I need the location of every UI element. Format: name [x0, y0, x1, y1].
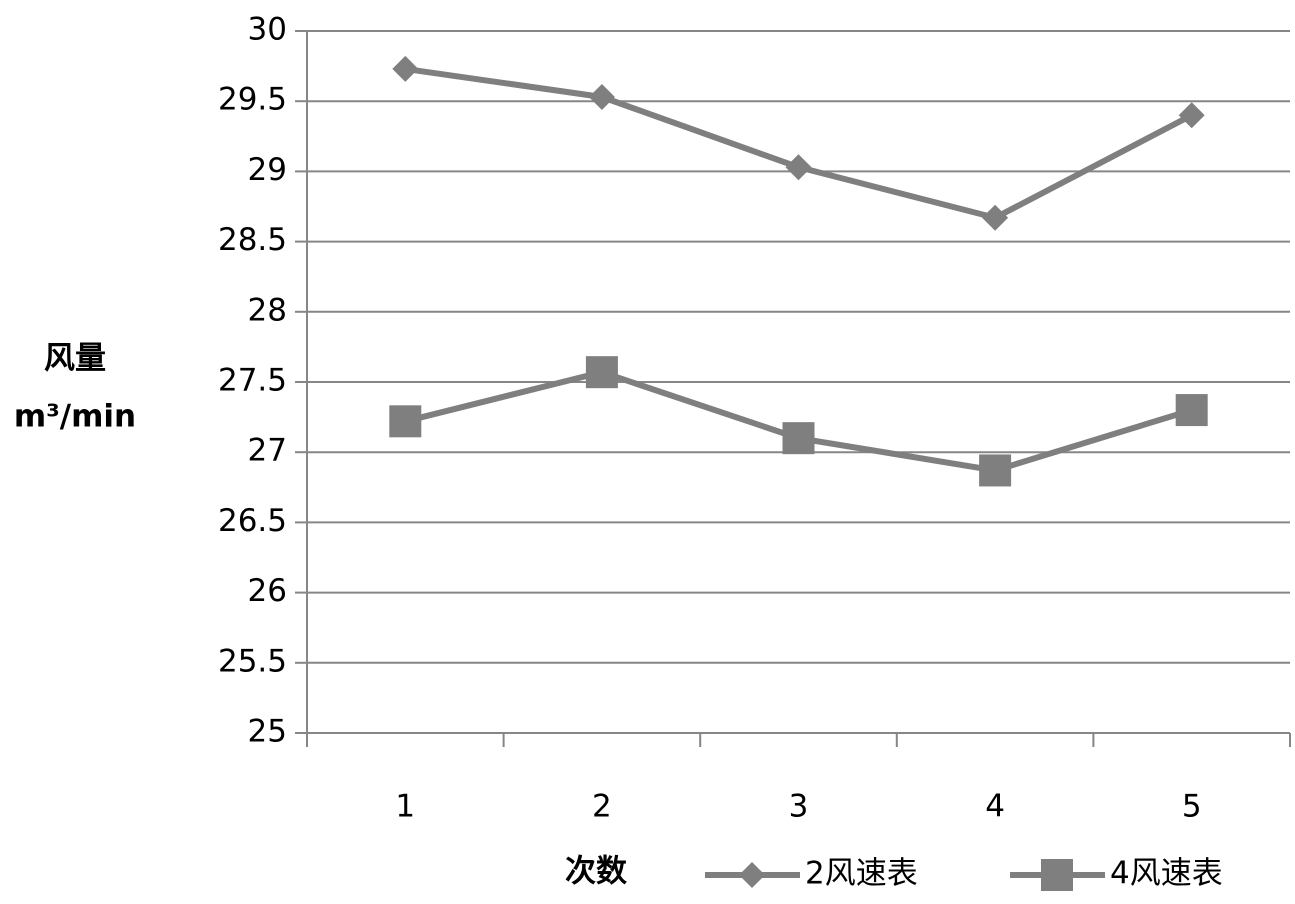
y-tick-label: 28.5	[218, 222, 287, 258]
series-line	[404, 369, 1193, 474]
data-point	[588, 83, 615, 110]
y-tick-label: 30	[248, 12, 287, 48]
legend-marker	[1041, 859, 1073, 891]
data-point	[585, 356, 618, 389]
y-tick-label: 27	[248, 433, 287, 469]
data-point	[1178, 102, 1205, 129]
x-axis-label: 次数	[565, 854, 627, 890]
data-point	[979, 454, 1012, 487]
y-tick-label: 27.5	[218, 363, 287, 399]
data-point	[1175, 394, 1208, 427]
y-tick-label: 25.5	[218, 643, 287, 679]
legend-label: 2风速表	[805, 856, 918, 892]
y-axis-unit: m³/min	[14, 399, 136, 435]
y-tick-label: 29	[248, 152, 287, 188]
data-point	[782, 422, 815, 455]
x-tick-label: 5	[1182, 789, 1202, 825]
x-tick-label: 1	[395, 789, 415, 825]
y-tick-label: 25	[248, 714, 287, 750]
x-tick-label: 3	[789, 789, 809, 825]
data-point	[392, 55, 419, 82]
legend-label: 4风速表	[1110, 856, 1223, 892]
y-tick-label: 29.5	[218, 82, 287, 118]
y-tick-label: 26	[248, 573, 287, 609]
y-tick-label: 28	[248, 292, 287, 328]
data-point	[785, 154, 812, 181]
data-point	[389, 405, 422, 438]
data-point	[982, 204, 1009, 231]
series-line	[404, 65, 1194, 221]
y-axis-label: 风量	[44, 341, 106, 377]
x-tick-label: 4	[985, 789, 1005, 825]
legend-marker	[739, 862, 765, 888]
y-tick-label: 26.5	[218, 503, 287, 539]
x-tick-label: 2	[592, 789, 612, 825]
